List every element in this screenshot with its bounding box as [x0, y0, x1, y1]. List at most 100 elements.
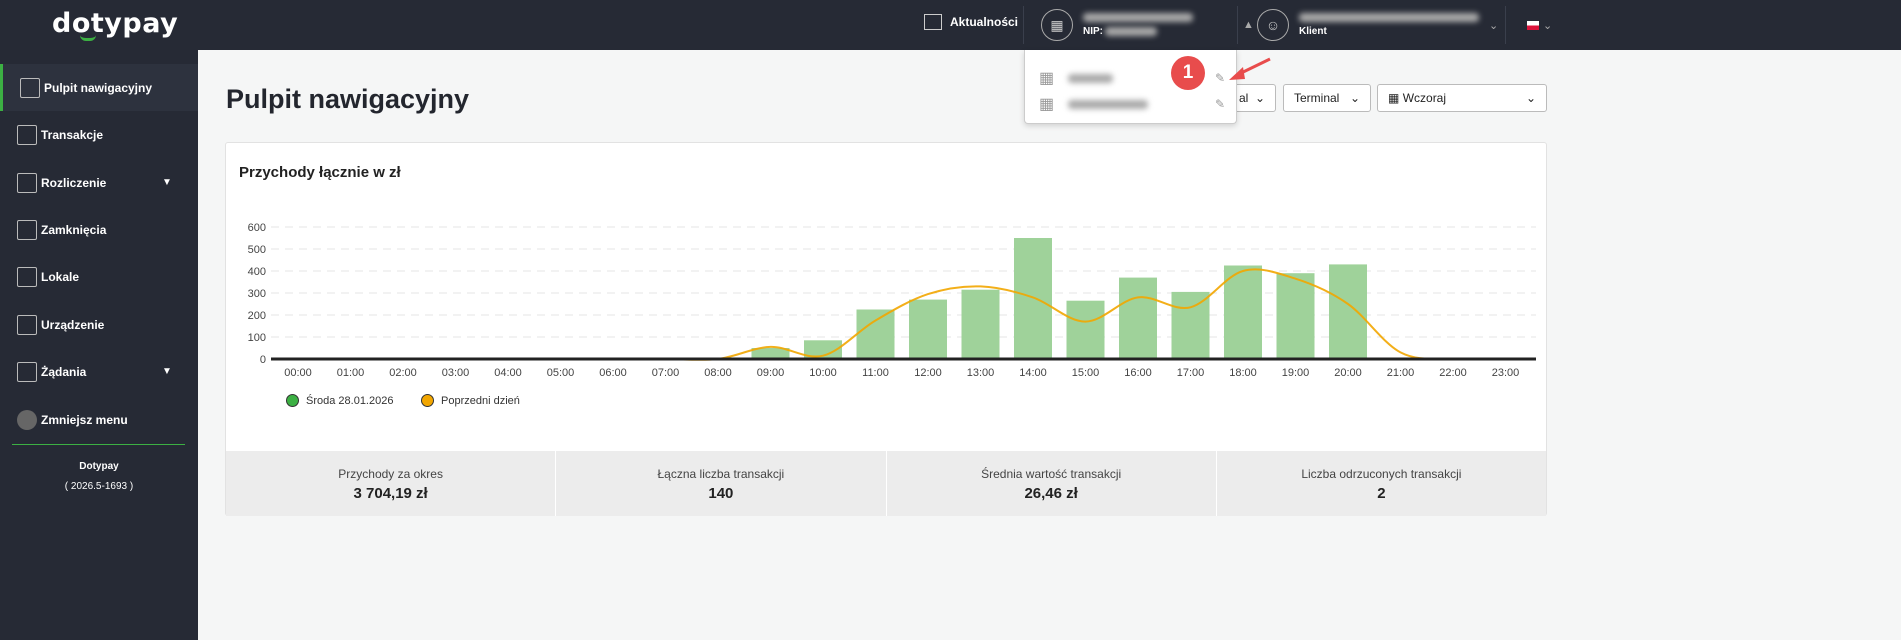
bar: [856, 309, 895, 359]
chevron-down-icon: ▼: [162, 366, 172, 377]
x-tick-label: 10:00: [809, 367, 837, 379]
x-tick-label: 07:00: [652, 367, 680, 379]
annotation-arrow-icon: [1229, 57, 1271, 80]
building-icon: ▦: [1039, 70, 1055, 87]
sidebar-item-transactions[interactable]: Transakcje: [0, 111, 198, 158]
revenue-chart: 0 100 200 300 400 500 600 00:00 01:00 02:00 03:00 0…: [248, 222, 1536, 379]
bar: [751, 348, 790, 359]
closing-icon: [17, 219, 37, 240]
collapse-menu-button[interactable]: Zmniejsz menu: [0, 396, 198, 443]
bar: [1276, 273, 1315, 359]
legend-item-current[interactable]: Środa 28.01.2026: [286, 394, 393, 407]
poland-flag-icon: [1527, 21, 1539, 30]
locations-icon: [17, 266, 37, 287]
y-tick-label: 300: [248, 288, 266, 300]
language-selector[interactable]: ⌄: [1527, 19, 1552, 32]
collapse-icon: [17, 409, 37, 430]
requests-icon: [17, 361, 37, 382]
x-tick-label: 21:00: [1387, 367, 1415, 379]
page-title: Pulpit nawigacyjny: [226, 84, 470, 114]
y-tick-label: 500: [248, 244, 266, 256]
x-tick-label: 15:00: [1072, 367, 1100, 379]
company-option[interactable]: ▦ ✎: [1039, 68, 1229, 88]
user-icon: ☺: [1257, 9, 1289, 41]
x-tick-label: 08:00: [704, 367, 732, 379]
bar: [961, 289, 1000, 359]
company-selector[interactable]: ▦ NIP: ▲: [1041, 9, 1254, 41]
edit-pencil-icon[interactable]: ✎: [1215, 97, 1226, 111]
x-tick-label: 22:00: [1439, 367, 1467, 379]
x-tick-label: 17:00: [1177, 367, 1205, 379]
period-select[interactable]: ▦ Wczoraj ⌄: [1377, 84, 1547, 112]
top-bar: dotypay Aktualności ▦ NIP: ▲ ☺ Klient ⌄ …: [0, 0, 1901, 50]
y-tick-label: 200: [248, 310, 266, 322]
x-tick-label: 19:00: [1282, 367, 1310, 379]
dotypay-logo[interactable]: dotypay: [52, 8, 179, 41]
sidebar-item-dashboard[interactable]: Pulpit nawigacyjny: [0, 64, 198, 111]
x-tick-label: 04:00: [494, 367, 522, 379]
transactions-icon: [17, 124, 37, 145]
x-tick-label: 23:00: [1492, 367, 1520, 379]
user-menu[interactable]: ☺ Klient ⌄: [1257, 9, 1498, 41]
x-tick-label: 13:00: [967, 367, 995, 379]
divider: [1023, 6, 1024, 44]
x-tick-label: 00:00: [284, 367, 312, 379]
stats-bar: Przychody za okres 3 704,19 zł Łączna lic…: [226, 451, 1546, 516]
y-tick-label: 400: [248, 266, 266, 278]
bar: [1066, 300, 1105, 359]
divider: [1237, 6, 1238, 44]
building-icon: ▦: [1039, 96, 1055, 113]
x-tick-label: 06:00: [599, 367, 627, 379]
company-name-redacted: [1083, 13, 1193, 22]
chevron-down-icon: ⌄: [1254, 91, 1265, 105]
x-tick-label: 18:00: [1229, 367, 1257, 379]
chevron-down-icon: ⌄: [1349, 91, 1360, 105]
x-tick-label: 20:00: [1334, 367, 1362, 379]
chevron-down-icon: ⌄: [1525, 91, 1536, 105]
bar: [1224, 265, 1262, 359]
chevron-down-icon: ⌄: [1489, 19, 1499, 32]
stat-transaction-count: Łączna liczba transakcji 140: [556, 451, 887, 516]
dashboard-icon: [20, 77, 40, 98]
receipt-icon: [17, 172, 37, 193]
divider: [12, 444, 185, 445]
sidebar-item-settlement[interactable]: Rozliczenie ▼: [0, 159, 198, 206]
annotation-badge: 1: [1171, 56, 1205, 90]
stat-rejected: Liczba odrzuconych transakcji 2: [1301, 467, 1462, 502]
chart-title: Przychody łącznie w zł: [239, 164, 401, 181]
x-tick-label: 14:00: [1019, 367, 1047, 379]
company-dropdown: ▦ ✎ ▦ ✎: [1024, 50, 1237, 124]
chevron-up-icon: ▲: [1243, 19, 1254, 31]
x-tick-label: 12:00: [914, 367, 942, 379]
sidebar-item-device[interactable]: Urządzenie: [0, 301, 198, 348]
x-tick-label: 16:00: [1124, 367, 1152, 379]
stat-average-value: Średnia wartość transakcji 26,46 zł: [887, 451, 1217, 516]
legend-item-previous[interactable]: Poprzedni dzień: [421, 394, 520, 407]
bar: [1119, 277, 1157, 359]
brand-name: Dotypay: [79, 461, 119, 472]
x-tick-label: 03:00: [442, 367, 470, 379]
x-tick-label: 05:00: [547, 367, 575, 379]
company-option[interactable]: ▦ ✎: [1039, 94, 1229, 114]
news-button[interactable]: Aktualności: [924, 14, 1018, 30]
newspaper-icon: [924, 14, 942, 30]
bar: [1014, 238, 1052, 359]
sidebar-item-locations[interactable]: Lokale: [0, 253, 198, 300]
bar: [1329, 264, 1367, 359]
y-tick-label: 100: [248, 332, 266, 344]
sidebar-item-closings[interactable]: Zamknięcia: [0, 206, 198, 253]
building-icon: ▦: [1041, 9, 1073, 41]
bar: [804, 340, 842, 359]
y-tick-label: 600: [248, 222, 266, 234]
app-version: ( 2026.5-1693 ): [64, 481, 134, 492]
edit-pencil-icon[interactable]: ✎: [1215, 71, 1226, 85]
x-tick-label: 11:00: [862, 367, 889, 379]
calendar-icon: ▦: [1388, 91, 1400, 105]
stat-revenue: Przychody za okres 3 704,19 zł: [226, 451, 557, 516]
sidebar-item-requests[interactable]: Żądania ▼: [0, 348, 198, 395]
bar: [1171, 291, 1210, 359]
bar: [909, 299, 947, 359]
chevron-down-icon: ▼: [162, 177, 172, 188]
y-tick-label: 0: [260, 354, 266, 366]
terminal-select[interactable]: Terminal ⌄: [1283, 84, 1371, 112]
